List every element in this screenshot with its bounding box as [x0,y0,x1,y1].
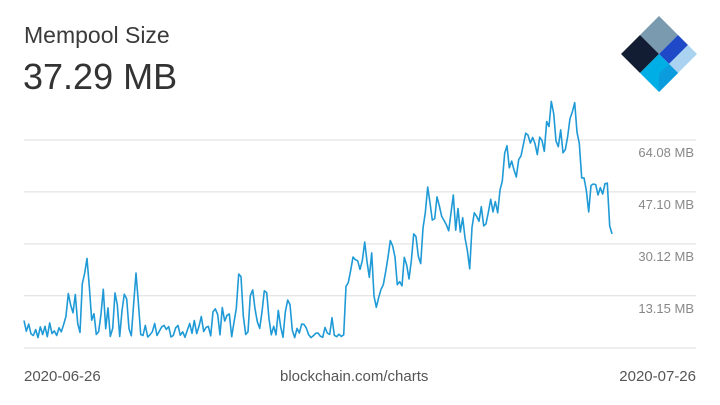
grid-lines [24,139,696,349]
end-date-label: 2020-07-26 [619,368,696,385]
y-tick-label-0: 13.15 MB [638,301,694,316]
blockchain-logo-icon [621,16,697,92]
y-axis-ticks: 13.15 MB 30.12 MB 47.10 MB 64.08 MB [638,145,694,316]
series-group [23,100,613,339]
y-tick-label-1: 30.12 MB [638,249,694,264]
y-tick-label-2: 47.10 MB [638,197,694,212]
series-line-0 [23,100,613,339]
chart-title: Mempool Size [24,22,170,48]
current-value: 37.29 MB [23,56,178,97]
logo-inner-square [659,35,688,64]
logo-right-square [669,45,697,73]
source-link[interactable]: blockchain.com/charts [280,368,429,385]
logo-bottom-right [659,64,678,92]
start-date-label: 2020-06-26 [24,368,101,385]
y-tick-label-3: 64.08 MB [638,145,694,160]
